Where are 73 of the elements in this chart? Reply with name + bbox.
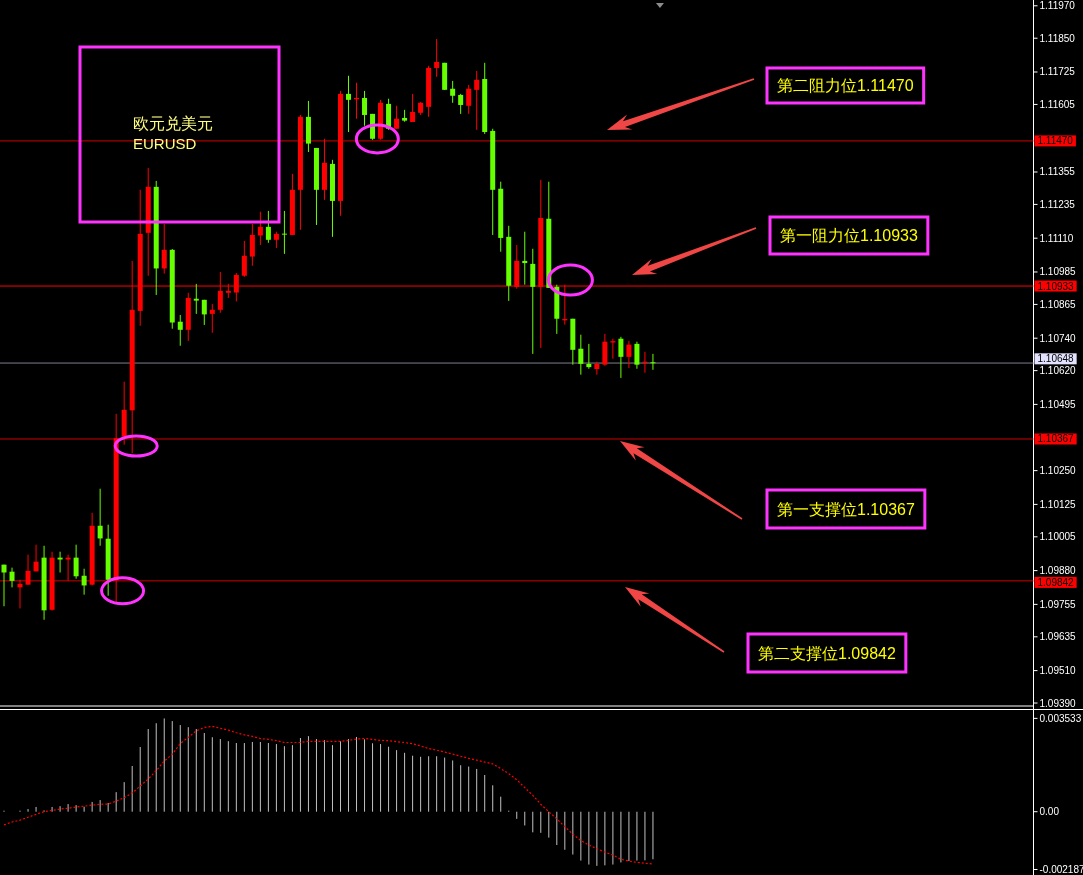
candlestick (257, 211, 263, 246)
y-tick-label: 0.00 (1039, 806, 1060, 818)
ref-line-label: 1.11470 (1037, 135, 1074, 147)
y-tick-label: 1.10125 (1039, 498, 1077, 510)
ref-line-label: 1.10648 (1037, 353, 1075, 365)
candlestick (249, 223, 255, 267)
annotation: 第二阻力位1.11470 (777, 77, 914, 94)
y-tick-label: 1.11605 (1039, 98, 1076, 110)
y-tick-label: 1.09635 (1039, 631, 1077, 643)
candlestick (1, 564, 7, 607)
y-tick-label: 0.003533 (1039, 712, 1082, 724)
candlestick (241, 240, 247, 278)
line-series (3, 725, 654, 865)
candlestick (57, 551, 63, 573)
text: 欧元兑美元 (133, 114, 213, 132)
candlestick (522, 231, 528, 286)
candlestick (201, 299, 207, 326)
ref-line-label: 1.09842 (1037, 576, 1075, 588)
y-tick-label: 1.10495 (1039, 398, 1077, 410)
y-tick-label: 1.10250 (1039, 465, 1077, 477)
y-tick-label: 1.10740 (1039, 332, 1077, 344)
candlestick (530, 248, 536, 355)
annotation: 第一支撑位1.10367 (777, 500, 915, 518)
candlestick (281, 210, 287, 255)
candlestick (209, 303, 215, 334)
candlestick (346, 75, 352, 133)
candlestick (434, 38, 440, 78)
candlestick (25, 554, 31, 586)
candlestick (394, 105, 400, 130)
y-tick-label: 1.11970 (1039, 0, 1076, 12)
candlestick (458, 93, 464, 115)
candlestick (474, 70, 480, 131)
candlestick (177, 314, 183, 347)
candlestick (450, 80, 456, 104)
y-tick-label: 1.11850 (1039, 32, 1076, 44)
candlestick (362, 90, 368, 127)
candlestick (634, 341, 640, 370)
ref-line-label: 1.10933 (1037, 280, 1075, 292)
y-tick-label: 1.11355 (1039, 166, 1076, 178)
y-tick-label: 1.09880 (1039, 565, 1077, 577)
candlestick (602, 333, 608, 367)
y-tick-label: 1.10005 (1039, 531, 1077, 543)
candlestick (33, 544, 39, 572)
candlestick (410, 93, 416, 123)
candlestick (73, 544, 79, 580)
candlestick (466, 84, 472, 115)
y-tick-label: 1.09390 (1039, 697, 1077, 709)
candlestick (193, 283, 199, 315)
y-tick-label: 1.10620 (1039, 365, 1077, 377)
y-tick-label: 1.09510 (1039, 665, 1077, 677)
y-tick-label: 1.10865 (1039, 298, 1077, 310)
candlestick (265, 210, 271, 244)
candlestick (578, 334, 584, 376)
y-tick-label: 1.09755 (1039, 598, 1077, 610)
candlestick (586, 343, 592, 370)
ref-line-label: 1.10367 (1037, 433, 1075, 445)
candlestick (626, 340, 632, 369)
candlestick (65, 554, 71, 582)
candlestick (81, 568, 87, 596)
annotation: 第一阻力位1.10933 (780, 227, 918, 244)
text: EURUSD (133, 134, 197, 152)
y-tick-label: 1.10985 (1039, 266, 1077, 278)
candlestick (650, 353, 656, 371)
y-tick-label: 1.11235 (1039, 198, 1076, 210)
candlestick (618, 336, 624, 379)
candlestick (610, 338, 616, 360)
candlestick (594, 361, 600, 376)
candlestick (97, 488, 103, 547)
candlestick (9, 567, 15, 588)
annotation: 第二支撑位1.09842 (758, 644, 896, 662)
y-tick-label: 1.11110 (1039, 232, 1074, 244)
candlestick (161, 223, 167, 275)
y-tick-label: 1.11725 (1039, 66, 1076, 78)
